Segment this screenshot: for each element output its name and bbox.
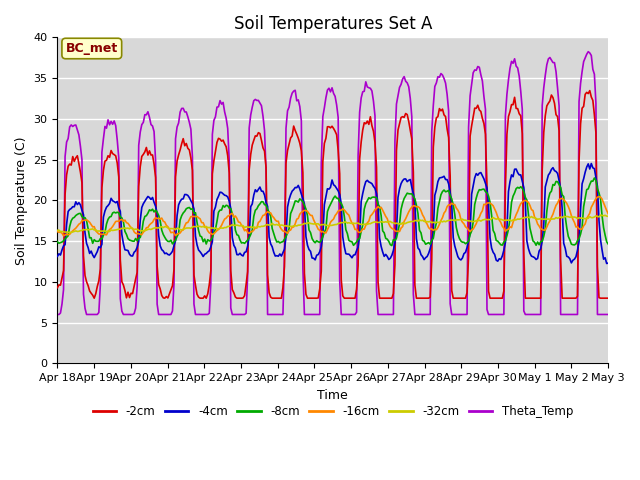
- -32cm: [604, 214, 612, 219]
- -4cm: [236, 251, 244, 256]
- Theta_Temp: [236, 312, 244, 317]
- -8cm: [245, 235, 253, 240]
- Line: Theta_Temp: Theta_Temp: [58, 52, 608, 314]
- -4cm: [604, 260, 612, 266]
- -8cm: [121, 228, 129, 234]
- Title: Soil Temperatures Set A: Soil Temperatures Set A: [234, 15, 432, 33]
- -16cm: [604, 211, 612, 216]
- -16cm: [296, 211, 303, 217]
- -2cm: [220, 137, 227, 143]
- -4cm: [588, 161, 595, 167]
- -2cm: [296, 140, 303, 146]
- Theta_Temp: [245, 125, 253, 131]
- Y-axis label: Soil Temperature (C): Soil Temperature (C): [15, 136, 28, 264]
- -2cm: [586, 88, 594, 94]
- -16cm: [54, 229, 61, 235]
- -8cm: [54, 239, 61, 245]
- -4cm: [54, 253, 61, 259]
- -4cm: [218, 190, 225, 195]
- Theta_Temp: [584, 49, 592, 55]
- -16cm: [123, 220, 131, 226]
- -32cm: [247, 224, 255, 229]
- -4cm: [294, 182, 302, 188]
- -8cm: [236, 237, 244, 243]
- -2cm: [575, 158, 583, 164]
- -16cm: [247, 229, 255, 235]
- -8cm: [575, 236, 583, 241]
- Line: -8cm: -8cm: [58, 178, 608, 246]
- Text: BC_met: BC_met: [66, 42, 118, 55]
- -32cm: [54, 228, 61, 233]
- Legend: -2cm, -4cm, -8cm, -16cm, -32cm, Theta_Temp: -2cm, -4cm, -8cm, -16cm, -32cm, Theta_Te…: [88, 400, 578, 423]
- -8cm: [294, 199, 302, 205]
- -4cm: [121, 247, 129, 252]
- Theta_Temp: [294, 97, 302, 103]
- -2cm: [54, 285, 61, 290]
- Theta_Temp: [604, 312, 612, 317]
- -2cm: [123, 295, 131, 300]
- Theta_Temp: [121, 312, 129, 317]
- -2cm: [90, 295, 98, 301]
- Theta_Temp: [573, 312, 581, 317]
- -4cm: [573, 247, 581, 253]
- -2cm: [247, 152, 255, 157]
- -32cm: [67, 229, 75, 235]
- -8cm: [604, 241, 612, 247]
- -32cm: [123, 226, 131, 231]
- -32cm: [296, 222, 303, 228]
- -8cm: [388, 243, 396, 249]
- Line: -2cm: -2cm: [58, 91, 608, 298]
- -32cm: [220, 225, 227, 231]
- -32cm: [575, 215, 583, 221]
- -32cm: [237, 223, 245, 228]
- Theta_Temp: [218, 101, 225, 107]
- Line: -32cm: -32cm: [58, 215, 608, 232]
- -16cm: [575, 226, 583, 232]
- -2cm: [237, 295, 245, 301]
- Line: -4cm: -4cm: [58, 164, 608, 264]
- -4cm: [245, 233, 253, 239]
- -4cm: [603, 261, 611, 266]
- -16cm: [220, 219, 227, 225]
- -16cm: [595, 194, 603, 200]
- -16cm: [60, 233, 67, 239]
- Line: -16cm: -16cm: [58, 197, 608, 236]
- -8cm: [218, 207, 225, 213]
- -16cm: [237, 222, 245, 228]
- X-axis label: Time: Time: [317, 389, 348, 402]
- -2cm: [604, 295, 612, 301]
- -32cm: [596, 212, 604, 218]
- -8cm: [591, 175, 598, 181]
- Theta_Temp: [54, 312, 61, 317]
